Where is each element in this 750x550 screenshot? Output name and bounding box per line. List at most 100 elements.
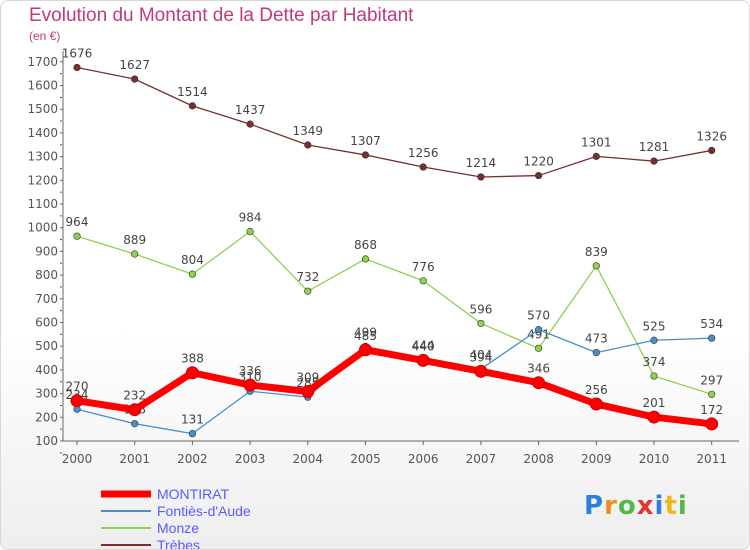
data-label: 776: [412, 260, 435, 274]
chart-title: Evolution du Montant de la Dette par Hab…: [29, 5, 414, 26]
y-tick-label: 700: [35, 292, 58, 306]
data-label: 1301: [581, 135, 612, 149]
x-tick-label: 2010: [639, 452, 670, 466]
proxiti-logo: Proxiti: [584, 491, 688, 521]
data-label: 839: [585, 245, 608, 259]
data-label: 804: [181, 253, 204, 267]
data-point: [416, 353, 430, 367]
data-point: [131, 250, 139, 258]
data-point: [650, 157, 658, 165]
data-label: 394: [469, 350, 492, 364]
x-tick-label: 2008: [523, 452, 554, 466]
legend-label: Trèbes: [157, 537, 200, 549]
data-point: [73, 63, 81, 72]
y-tick-label: 1400: [27, 126, 58, 140]
data-point: [708, 146, 716, 155]
series-line-montirat: [73, 346, 716, 428]
y-tick-label: 1200: [27, 173, 58, 187]
data-point: [131, 420, 139, 428]
data-label: 485: [354, 329, 377, 343]
data-label: 1349: [293, 124, 324, 138]
data-point: [705, 417, 719, 431]
data-label: 1307: [350, 134, 381, 148]
data-label: 1437: [235, 103, 266, 117]
data-label: 499: [354, 325, 377, 339]
data-label: 131: [181, 413, 204, 427]
data-point: [534, 171, 543, 180]
data-label: 440: [412, 339, 435, 353]
data-point: [301, 384, 315, 398]
data-label: 1514: [177, 85, 208, 99]
data-label: 889: [123, 233, 146, 247]
data-label: 984: [239, 210, 262, 224]
y-tick-label: 1500: [27, 102, 58, 116]
data-point: [361, 151, 370, 159]
data-label: 491: [527, 327, 550, 341]
data-point: [128, 403, 142, 417]
data-point: [474, 364, 488, 378]
y-tick-label: 1700: [27, 55, 58, 69]
data-label: 570: [527, 309, 550, 323]
data-point: [243, 378, 257, 392]
data-label: 1214: [466, 156, 497, 170]
y-tick-label: 400: [35, 363, 58, 377]
data-point: [477, 319, 485, 328]
data-point: [304, 141, 312, 149]
y-tick-label: 500: [35, 339, 58, 353]
data-label: 1220: [523, 155, 554, 169]
y-tick-label: 1300: [27, 150, 58, 164]
data-label: 1627: [119, 58, 150, 72]
data-label: 309: [296, 370, 319, 384]
data-label: 732: [296, 270, 319, 284]
y-tick-label: 1000: [27, 221, 58, 235]
data-point: [592, 262, 600, 270]
data-label: 270: [66, 380, 89, 394]
legend-label: Monze: [157, 520, 199, 536]
data-label: 256: [585, 383, 608, 397]
data-point: [185, 366, 199, 380]
data-point: [647, 410, 661, 424]
data-label: 374: [643, 355, 666, 369]
y-tick-label: 300: [35, 387, 58, 401]
chart-subtitle: (en €): [29, 29, 61, 43]
data-label: 1676: [62, 46, 93, 60]
x-tick-label: 2005: [350, 452, 381, 466]
data-point: [477, 173, 485, 181]
x-tick-label: 2002: [177, 452, 208, 466]
data-point: [534, 326, 543, 334]
x-tick-label: 2006: [408, 452, 439, 466]
y-tick-label: 1100: [27, 197, 58, 211]
data-label: 525: [643, 319, 666, 333]
data-point: [246, 120, 254, 128]
data-label: 868: [354, 238, 377, 252]
data-label: 1281: [639, 140, 670, 154]
data-point: [708, 390, 716, 398]
y-tick-label: 800: [35, 268, 58, 282]
data-label: 232: [123, 389, 146, 403]
series-line-tr-bes: [76, 66, 713, 178]
data-point: [70, 394, 84, 408]
y-tick-label: 600: [35, 316, 58, 330]
legend-label: Fontiès-d'Aude: [157, 503, 251, 519]
data-label: 201: [643, 396, 666, 410]
y-tick-label: 100: [35, 434, 58, 448]
data-label: 172: [700, 403, 723, 417]
data-point: [246, 227, 254, 236]
data-point: [188, 270, 196, 278]
data-label: 346: [527, 362, 550, 376]
x-tick-label: 2009: [581, 452, 612, 466]
x-tick-label: 2004: [293, 452, 324, 466]
data-label: 964: [66, 215, 89, 229]
data-point: [534, 344, 543, 352]
data-label: 596: [469, 302, 492, 316]
data-point: [361, 255, 370, 263]
data-label: 404: [469, 348, 492, 362]
x-tick-label: 2007: [466, 452, 497, 466]
data-point: [589, 397, 603, 411]
data-point: [592, 348, 600, 357]
data-point: [73, 232, 81, 240]
data-point: [359, 343, 372, 357]
data-label: 297: [700, 373, 723, 387]
